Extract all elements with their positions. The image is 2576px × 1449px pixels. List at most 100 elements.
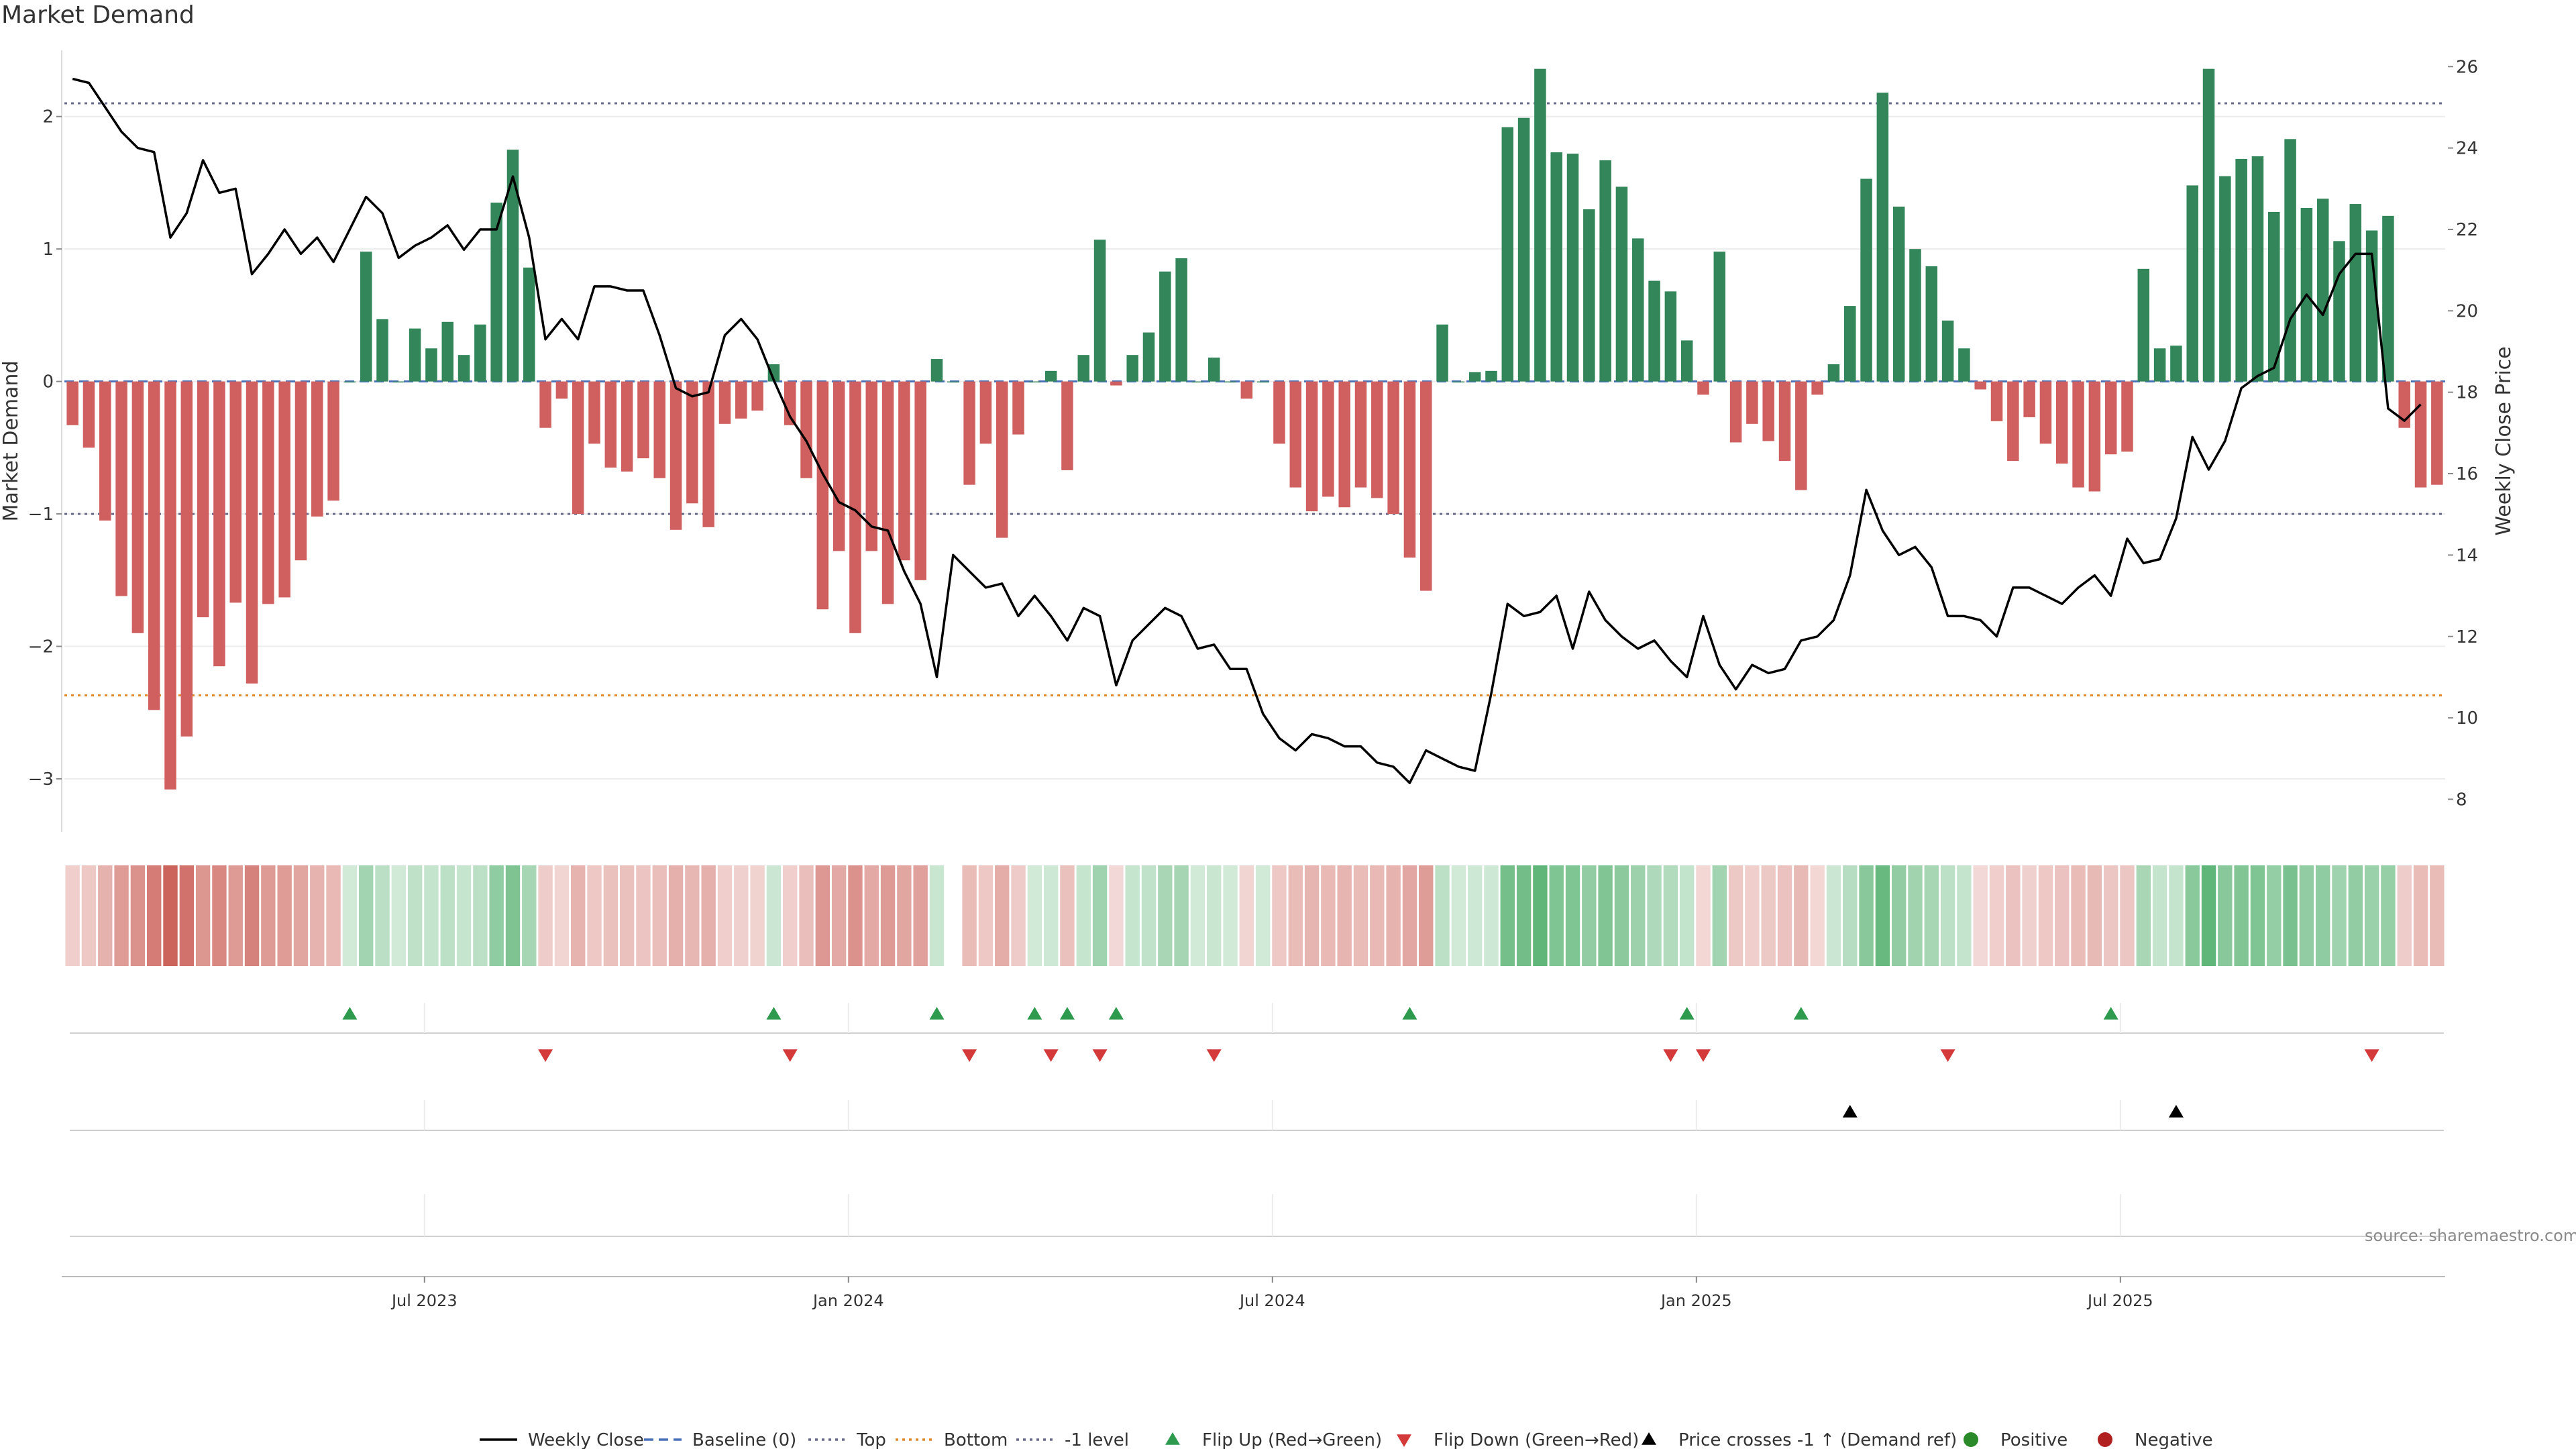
heat-cell bbox=[1011, 865, 1026, 966]
demand-bar bbox=[2088, 381, 2101, 492]
heat-cell bbox=[1973, 865, 1988, 966]
heat-cell bbox=[1940, 865, 1955, 966]
demand-bar bbox=[833, 381, 845, 551]
demand-bar bbox=[1403, 381, 1416, 558]
demand-bar bbox=[213, 381, 225, 667]
legend-swatch-triangle-down bbox=[1397, 1434, 1411, 1447]
demand-bar bbox=[1664, 291, 1677, 382]
heat-cell bbox=[571, 865, 586, 966]
demand-bar bbox=[2431, 381, 2443, 485]
y2-axis-title: Weekly Close Price bbox=[2492, 346, 2516, 535]
demand-bar bbox=[327, 381, 339, 501]
demand-bar bbox=[115, 381, 127, 596]
legend-label: Top bbox=[856, 1430, 886, 1449]
heat-cell bbox=[1370, 865, 1385, 966]
heat-cell bbox=[1859, 865, 1874, 966]
heat-cell bbox=[1679, 865, 1695, 966]
demand-bar bbox=[164, 381, 176, 790]
y2-tick-label: 20 bbox=[2456, 301, 2478, 321]
heat-cell bbox=[1826, 865, 1841, 966]
demand-bar bbox=[1061, 381, 1073, 470]
demand-bar bbox=[2137, 268, 2150, 382]
demand-bar bbox=[1713, 252, 1726, 382]
demand-bar bbox=[653, 381, 666, 478]
heat-cell bbox=[2348, 865, 2363, 966]
heat-cell bbox=[489, 865, 504, 966]
demand-bar bbox=[1289, 381, 1302, 488]
heat-cell bbox=[652, 865, 667, 966]
heat-cell bbox=[1957, 865, 1972, 966]
demand-bar bbox=[83, 381, 95, 448]
demand-bar bbox=[2007, 381, 2019, 462]
demand-bar bbox=[881, 381, 894, 604]
heat-cell bbox=[1207, 865, 1222, 966]
demand-bar bbox=[506, 150, 519, 382]
heat-cell bbox=[2267, 865, 2282, 966]
flip-down-marker bbox=[1043, 1049, 1059, 1062]
heat-cell bbox=[212, 865, 227, 966]
legend-label: -1 level bbox=[1065, 1430, 1129, 1449]
y-tick-label: −3 bbox=[28, 769, 54, 790]
heat-cell bbox=[2250, 865, 2265, 966]
heat-cell bbox=[1810, 865, 1825, 966]
heat-cell bbox=[326, 865, 341, 966]
heat-cell bbox=[228, 865, 243, 966]
heat-cell bbox=[538, 865, 553, 966]
heat-cell bbox=[1484, 865, 1499, 966]
heat-cell bbox=[2218, 865, 2233, 966]
flip-up-marker bbox=[1027, 1007, 1042, 1020]
heat-cell bbox=[391, 865, 407, 966]
heat-cell bbox=[783, 865, 798, 966]
y-tick-label: 1 bbox=[42, 239, 54, 260]
heat-cell bbox=[1402, 865, 1417, 966]
heat-cell bbox=[554, 865, 570, 966]
demand-bar bbox=[1648, 280, 1660, 382]
heat-cell bbox=[603, 865, 619, 966]
heat-cell bbox=[2120, 865, 2135, 966]
demand-bar bbox=[767, 364, 780, 382]
demand-bar bbox=[816, 381, 829, 610]
demand-bar bbox=[66, 381, 78, 425]
demand-bar bbox=[2170, 345, 2182, 382]
demand-bar bbox=[1680, 340, 1693, 382]
y2-tick-label: 14 bbox=[2456, 545, 2478, 566]
heat-cell bbox=[913, 865, 928, 966]
demand-bar bbox=[1175, 258, 1187, 382]
demand-bar bbox=[1892, 207, 1905, 382]
demand-bar bbox=[229, 381, 241, 603]
flip-up-marker bbox=[1402, 1007, 1417, 1020]
demand-bar bbox=[1941, 320, 1954, 382]
demand-bar bbox=[1925, 266, 1938, 382]
heat-cell bbox=[1516, 865, 1532, 966]
x-tick-label: Jul 2024 bbox=[1238, 1291, 1305, 1310]
demand-bar bbox=[2186, 185, 2198, 382]
x-tick-label: Jan 2024 bbox=[812, 1291, 884, 1310]
demand-bar bbox=[2284, 139, 2296, 382]
heat-cell bbox=[424, 865, 439, 966]
heat-cell bbox=[1288, 865, 1303, 966]
demand-bar bbox=[2121, 381, 2133, 452]
flip-up-marker bbox=[1108, 1007, 1124, 1020]
demand-bar bbox=[1273, 381, 1285, 444]
demand-bar bbox=[1110, 381, 1122, 386]
x-tick-label: Jul 2025 bbox=[2086, 1291, 2153, 1310]
heat-cell bbox=[587, 865, 602, 966]
heat-cell bbox=[1728, 865, 1743, 966]
demand-bar bbox=[1338, 381, 1350, 508]
heat-cell bbox=[114, 865, 129, 966]
demand-bar bbox=[2219, 176, 2231, 382]
heat-cell bbox=[1419, 865, 1434, 966]
flip-down-marker bbox=[1092, 1049, 1108, 1062]
heat-cell bbox=[2038, 865, 2053, 966]
heat-cell bbox=[1712, 865, 1727, 966]
demand-bar bbox=[621, 381, 633, 472]
gridlines bbox=[64, 115, 2445, 780]
y2-tick-label: 16 bbox=[2456, 464, 2478, 484]
heat-cell bbox=[2381, 865, 2396, 966]
heat-cell bbox=[995, 865, 1010, 966]
legend-label: Negative bbox=[2135, 1430, 2213, 1449]
y2-tick-label: 8 bbox=[2456, 790, 2467, 810]
heat-cell bbox=[1255, 865, 1271, 966]
demand-bar bbox=[180, 381, 193, 737]
